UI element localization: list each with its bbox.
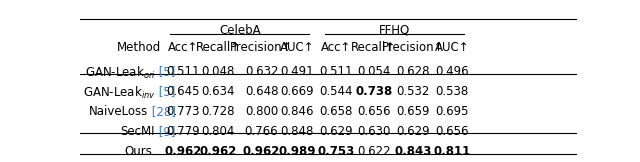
Text: 0.054: 0.054: [357, 65, 390, 78]
Text: Acc↑: Acc↑: [168, 41, 198, 54]
Text: 0.773: 0.773: [166, 105, 200, 118]
Text: 0.622: 0.622: [357, 145, 390, 158]
Text: 0.766: 0.766: [244, 125, 278, 138]
Text: 0.659: 0.659: [397, 105, 430, 118]
Text: 0.648: 0.648: [244, 85, 278, 98]
Text: 0.843: 0.843: [395, 145, 432, 158]
Text: Acc↑: Acc↑: [321, 41, 351, 54]
Text: 0.753: 0.753: [318, 145, 355, 158]
Text: Ours: Ours: [125, 145, 152, 158]
Text: 0.645: 0.645: [166, 85, 200, 98]
Text: 0.511: 0.511: [166, 65, 200, 78]
Text: 0.628: 0.628: [397, 65, 430, 78]
Text: 0.538: 0.538: [435, 85, 468, 98]
Text: 0.695: 0.695: [435, 105, 468, 118]
Text: 0.656: 0.656: [357, 105, 390, 118]
Text: 0.511: 0.511: [320, 65, 353, 78]
Text: FFHQ: FFHQ: [379, 24, 410, 37]
Text: GAN-Leak$_{inv}$: GAN-Leak$_{inv}$: [83, 85, 156, 101]
Text: Method: Method: [116, 41, 161, 54]
Text: AUC↑: AUC↑: [280, 41, 315, 54]
Text: 0.658: 0.658: [320, 105, 353, 118]
Text: 0.738: 0.738: [355, 85, 392, 98]
Text: [5]: [5]: [156, 65, 176, 78]
Text: Recall↑: Recall↑: [196, 41, 241, 54]
Text: Recall↑: Recall↑: [351, 41, 396, 54]
Text: 0.800: 0.800: [245, 105, 278, 118]
Text: 0.728: 0.728: [202, 105, 235, 118]
Text: 0.962: 0.962: [164, 145, 202, 158]
Text: 0.811: 0.811: [433, 145, 470, 158]
Text: Precision↑: Precision↑: [382, 41, 445, 54]
Text: 0.804: 0.804: [202, 125, 235, 138]
Text: 0.989: 0.989: [278, 145, 316, 158]
Text: 0.532: 0.532: [397, 85, 430, 98]
Text: 0.848: 0.848: [280, 125, 314, 138]
Text: NaiveLoss: NaiveLoss: [88, 105, 148, 118]
Text: 0.496: 0.496: [435, 65, 469, 78]
Text: 0.048: 0.048: [202, 65, 235, 78]
Text: 0.491: 0.491: [280, 65, 314, 78]
Text: 0.634: 0.634: [202, 85, 235, 98]
Text: 0.630: 0.630: [357, 125, 390, 138]
Text: 0.656: 0.656: [435, 125, 468, 138]
Text: [28]: [28]: [148, 105, 176, 118]
Text: [5]: [5]: [156, 85, 176, 98]
Text: [9]: [9]: [156, 125, 176, 138]
Text: GAN-Leak$_{ori}$: GAN-Leak$_{ori}$: [84, 65, 156, 81]
Text: 0.629: 0.629: [319, 125, 353, 138]
Text: 0.669: 0.669: [280, 85, 314, 98]
Text: 0.632: 0.632: [244, 65, 278, 78]
Text: SecMI: SecMI: [121, 125, 156, 138]
Text: AUC↑: AUC↑: [435, 41, 469, 54]
Text: Precision↑: Precision↑: [230, 41, 292, 54]
Text: 0.779: 0.779: [166, 125, 200, 138]
Text: 0.962: 0.962: [200, 145, 237, 158]
Text: 0.544: 0.544: [320, 85, 353, 98]
Text: 0.629: 0.629: [397, 125, 430, 138]
Text: 0.962: 0.962: [243, 145, 280, 158]
Text: CelebA: CelebA: [219, 24, 260, 37]
Text: 0.846: 0.846: [280, 105, 314, 118]
